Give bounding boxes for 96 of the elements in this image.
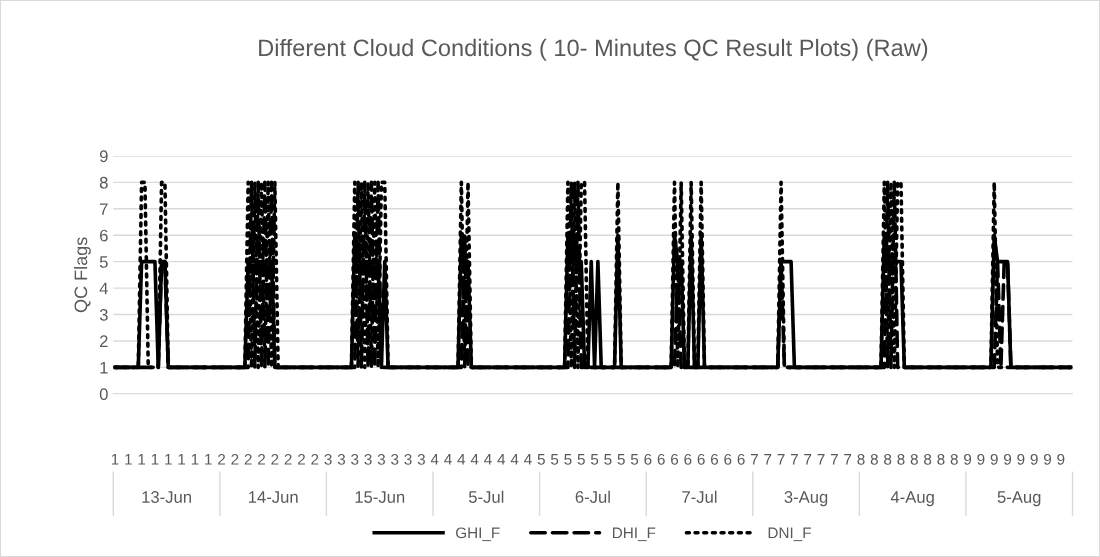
text: 3-Aug: [784, 491, 828, 507]
y-tick-label: 5: [99, 256, 108, 268]
x-tick-label: 5: [604, 454, 612, 465]
x-tick-label: 5: [617, 454, 625, 465]
text: 15-Jun: [355, 491, 405, 503]
x-tick-label: 2: [218, 453, 226, 465]
text: 5-Aug: [997, 491, 1041, 507]
x-tick-label: 6: [671, 453, 679, 465]
y-tick-label: 2: [100, 335, 108, 347]
x-tick-label: 6: [684, 453, 692, 465]
x-tick-label: 1: [178, 454, 186, 465]
y-axis-title: QC Flags: [74, 237, 91, 313]
x-tick-label: 8: [910, 453, 918, 465]
x-tick-label: 5: [550, 454, 559, 465]
x-tick-label: 1: [138, 454, 146, 465]
x-tick-label: 3: [337, 453, 346, 465]
x-tick-label: 8: [857, 453, 865, 465]
x-tick-label: 1: [165, 454, 172, 465]
x-tick-label: 6: [737, 453, 745, 465]
x-tick-label: 4: [457, 454, 466, 465]
y-tick-label: 0: [99, 388, 108, 400]
text: 6-Jul: [575, 490, 610, 503]
x-tick-label: 4: [430, 454, 439, 465]
x-tick-label: 5: [577, 454, 585, 465]
x-tick-label: 6: [724, 453, 732, 465]
x-tick-label: 1: [151, 454, 159, 465]
x-tick-label: 9: [1057, 453, 1065, 465]
x-tick-label: 9: [1043, 453, 1052, 465]
x-tick-label: 8: [950, 453, 958, 465]
x-tick-label: 7: [830, 454, 838, 465]
x-tick-label: 8: [937, 453, 945, 465]
x-tick-label: 8: [870, 453, 878, 465]
x-tick-label: 7: [804, 454, 812, 465]
x-tick-label: 7: [777, 454, 785, 465]
x-tick-label: 9: [964, 453, 972, 465]
x-tick-label: 5: [590, 454, 599, 465]
chart-title: Different Cloud Conditions ( 10- Minutes QC Result Plots) (Raw): [259, 38, 928, 61]
x-tick-label: 2: [244, 453, 252, 465]
x-tick-label: 1: [191, 454, 199, 465]
x-tick-label: 4: [524, 454, 532, 465]
x-tick-label: 8: [924, 453, 932, 465]
x-tick-label: 3: [324, 453, 332, 465]
x-tick-label: 1: [125, 454, 132, 465]
y-tick-label: 8: [99, 176, 108, 189]
x-tick-label: 9: [1004, 453, 1012, 465]
x-tick-label: 1: [205, 454, 212, 465]
x-tick-label: 7: [844, 454, 852, 465]
x-tick-label: 6: [644, 453, 652, 465]
x-tick-label: 5: [564, 454, 572, 465]
x-tick-label: 2: [231, 453, 239, 465]
text: 5-Jul: [468, 490, 504, 503]
x-tick-label: 2: [298, 453, 305, 465]
x-tick-label: 2: [271, 453, 279, 465]
y-tick-label: 1: [100, 361, 108, 374]
x-tick-label: 9: [1030, 453, 1038, 465]
x-tick-label: 7: [764, 454, 772, 465]
y-tick-label: 9: [99, 150, 108, 163]
x-tick-label: 2: [258, 453, 265, 465]
x-tick-label: 9: [990, 453, 998, 465]
text: 7-Jul: [682, 490, 717, 503]
x-tick-label: 9: [1017, 453, 1025, 465]
x-tick-label: 6: [657, 453, 665, 465]
x-tick-label: 5: [537, 454, 545, 465]
y-tick-label: 7: [100, 203, 108, 215]
x-tick-label: 3: [377, 453, 385, 465]
x-tick-label: 4: [510, 454, 519, 465]
y-tick-label: 3: [99, 308, 108, 321]
text: 13-Jun: [142, 491, 191, 503]
x-tick-label: 3: [391, 453, 399, 465]
x-tick-label: 9: [977, 453, 985, 465]
x-tick-label: 3: [364, 453, 372, 465]
x-tick-label: 3: [351, 453, 359, 465]
x-tick-label: 2: [311, 453, 319, 465]
text: 4-Aug: [890, 491, 934, 507]
x-tick-label: 3: [417, 453, 425, 465]
x-tick-label: 4: [470, 454, 479, 465]
x-tick-label: 3: [404, 453, 412, 465]
legend-label: DHI_F: [613, 527, 656, 542]
x-tick-label: 2: [284, 453, 292, 465]
legend-label: DNI_F: [768, 527, 811, 542]
x-tick-label: 4: [484, 454, 492, 465]
x-tick-label: 7: [750, 454, 758, 465]
y-tick-label: 4: [99, 282, 108, 295]
x-tick-label: 6: [697, 453, 705, 465]
x-tick-label: 7: [817, 454, 825, 465]
x-tick-label: 1: [111, 454, 119, 465]
x-tick-label: 6: [710, 453, 719, 465]
x-tick-label: 4: [444, 454, 452, 465]
y-tick-label: 6: [100, 229, 108, 242]
legend-label: GHI_F: [455, 527, 500, 542]
x-tick-label: 5: [630, 454, 639, 465]
x-tick-label: 4: [497, 454, 506, 465]
x-tick-label: 8: [884, 453, 892, 465]
x-tick-label: 8: [897, 453, 905, 465]
text: 14-Jun: [248, 491, 298, 503]
x-tick-label: 7: [790, 454, 798, 465]
